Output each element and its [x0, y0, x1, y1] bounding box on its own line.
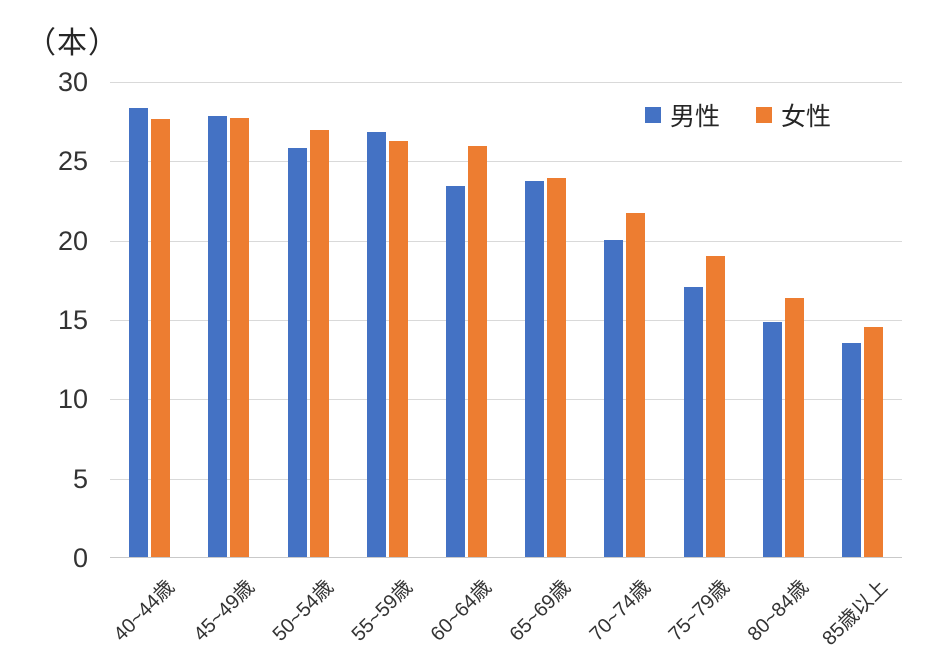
x-category-label-7: 70~74歳	[585, 576, 655, 646]
y-tick-label-10: 10	[57, 384, 88, 415]
bar-male-10	[841, 342, 861, 557]
gridline-10	[110, 399, 902, 401]
y-tick-label-15: 15	[57, 305, 88, 335]
y-tick-label-5: 5	[72, 463, 88, 494]
gridline-20	[110, 240, 902, 242]
chart-legend: 男性 女性	[645, 97, 831, 133]
x-category-label-8: 75~79歳	[664, 576, 734, 646]
bar-male-9	[762, 322, 782, 557]
bar-male-5	[445, 185, 465, 557]
y-tick-label-25: 25	[57, 146, 88, 177]
plot-area	[110, 82, 902, 558]
gridline-15	[110, 320, 902, 321]
male-series-swatch-icon	[645, 107, 661, 123]
bar-female-4	[388, 141, 408, 557]
x-category-label-6: 65~69歳	[505, 576, 576, 646]
bar-male-8	[683, 287, 703, 557]
bar-female-3	[309, 130, 329, 557]
bar-male-3	[287, 147, 307, 557]
gridline-30	[110, 82, 902, 83]
y-tick-label-0: 0	[72, 543, 88, 573]
legend-item-female: 女性	[756, 97, 831, 133]
legend-label-male: 男性	[670, 103, 721, 131]
bar-male-2	[208, 115, 228, 557]
bar-female-8	[705, 255, 725, 557]
legend-item-male: 男性	[645, 97, 720, 133]
x-category-label-1: 40~44歳	[109, 576, 180, 646]
y-tick-label-20: 20	[57, 225, 88, 256]
bar-female-5	[467, 146, 487, 557]
bar-male-4	[366, 131, 386, 557]
legend-label-female: 女性	[781, 103, 832, 131]
gridline-5	[110, 478, 902, 480]
x-category-label-10: 85歳以上	[818, 576, 893, 650]
bar-male-7	[604, 239, 624, 557]
bar-male-6	[525, 180, 545, 557]
gridline-25	[110, 161, 902, 163]
y-tick-label-30: 30	[57, 67, 88, 97]
x-category-label-2: 45~49歳	[189, 576, 259, 646]
x-category-label-9: 80~84歳	[743, 576, 814, 646]
x-category-label-3: 50~54歳	[268, 576, 338, 646]
bar-female-10	[863, 326, 883, 557]
female-series-swatch-icon	[756, 107, 773, 123]
bar-female-2	[230, 117, 250, 557]
y-axis-unit-label: （本）	[26, 27, 119, 60]
bar-female-6	[547, 177, 567, 557]
bar-male-1	[129, 107, 149, 557]
bar-female-9	[784, 298, 804, 557]
bar-female-1	[151, 119, 171, 557]
x-category-label-5: 60~64歳	[426, 576, 497, 646]
x-category-label-4: 55~59歳	[347, 576, 418, 646]
bar-female-7	[626, 212, 646, 557]
